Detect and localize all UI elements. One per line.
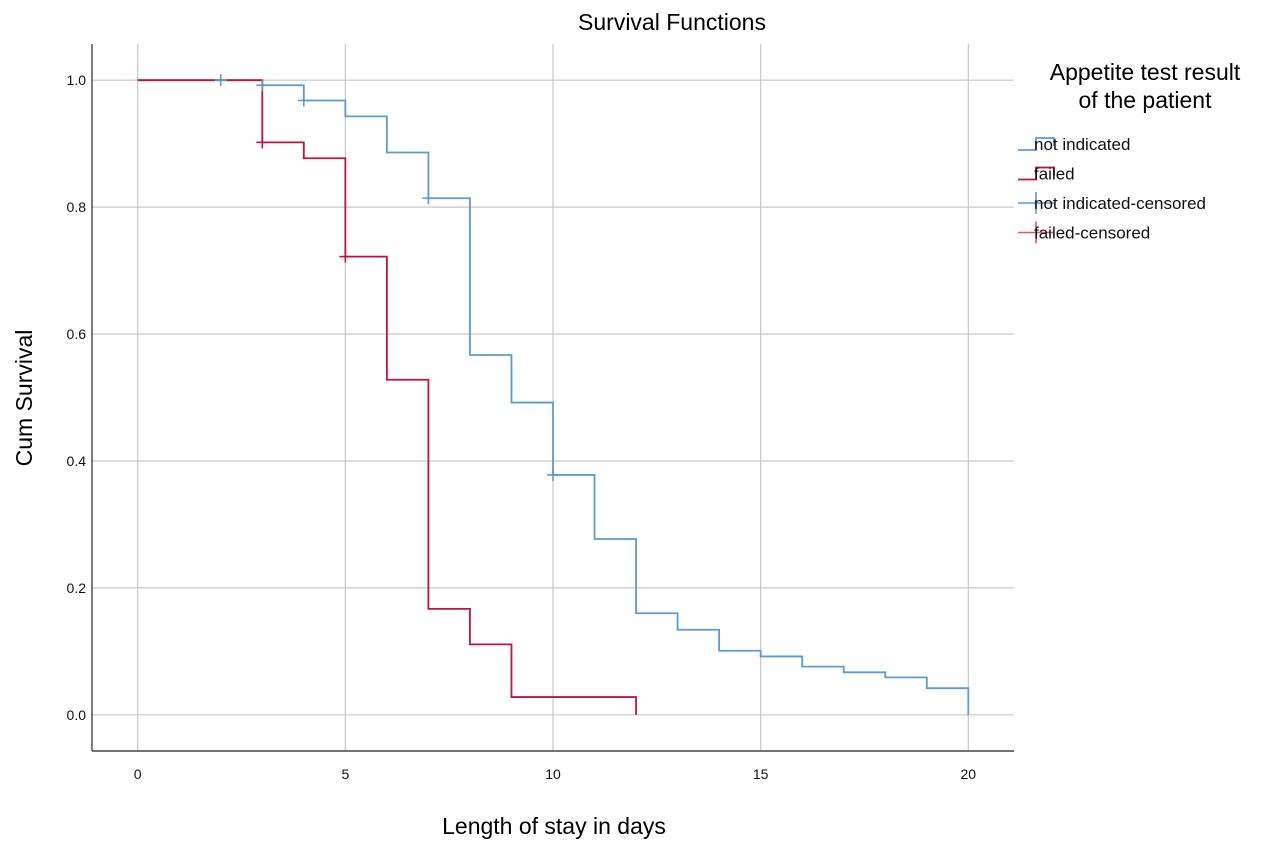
chart-title: Survival Functions [578, 9, 766, 35]
legend-label: not indicated [1034, 135, 1130, 154]
x-tick-label: 0 [134, 766, 142, 782]
censor-mark [422, 192, 435, 205]
y-tick-label: 1.0 [67, 72, 87, 88]
tick-labels: 0 5 10 15 20 0.0 0.2 0.4 0.6 0.8 1.0 [67, 72, 977, 782]
series-lines [137, 79, 970, 715]
legend-step-symbol [1018, 137, 1055, 151]
censor-mark [256, 79, 269, 92]
legend-title-line1: Appetite test result [1050, 59, 1241, 85]
legend-step-symbol [1018, 166, 1055, 181]
legend-item: not indicated-censored [1018, 192, 1206, 214]
legend-item: failed [1018, 165, 1075, 184]
legend-cross-symbol [1018, 192, 1054, 214]
series-line-not-indicated [137, 79, 970, 715]
y-tick-label: 0.2 [67, 580, 87, 596]
series-line-failed [137, 79, 637, 715]
legend-item: failed-censored [1018, 221, 1150, 244]
x-tick-label: 15 [753, 766, 769, 782]
censor-mark [339, 250, 352, 263]
axes [91, 44, 1014, 752]
x-tick-label: 10 [545, 766, 561, 782]
legend: Appetite test result of the patient not … [1018, 59, 1241, 244]
censor-marks [214, 74, 559, 481]
y-tick-label: 0.0 [67, 707, 87, 723]
censor-mark [297, 94, 310, 107]
legend-label: failed-censored [1034, 224, 1150, 243]
legend-cross-symbol [1018, 221, 1054, 244]
censor-mark [547, 468, 559, 481]
y-axis-label: Cum Survival [11, 330, 37, 467]
censor-mark [214, 74, 227, 87]
x-tick-label: 20 [961, 766, 977, 782]
x-tick-label: 5 [341, 766, 349, 782]
legend-label: not indicated-censored [1034, 194, 1206, 213]
grid-lines [92, 44, 1014, 751]
y-tick-label: 0.4 [67, 453, 87, 469]
x-axis-label: Length of stay in days [442, 813, 666, 839]
legend-item: not indicated [1018, 135, 1130, 154]
legend-label: failed [1034, 165, 1075, 184]
legend-title-line2: of the patient [1079, 87, 1213, 113]
y-tick-label: 0.8 [67, 199, 87, 215]
censor-mark [256, 136, 269, 149]
y-tick-label: 0.6 [67, 326, 87, 342]
